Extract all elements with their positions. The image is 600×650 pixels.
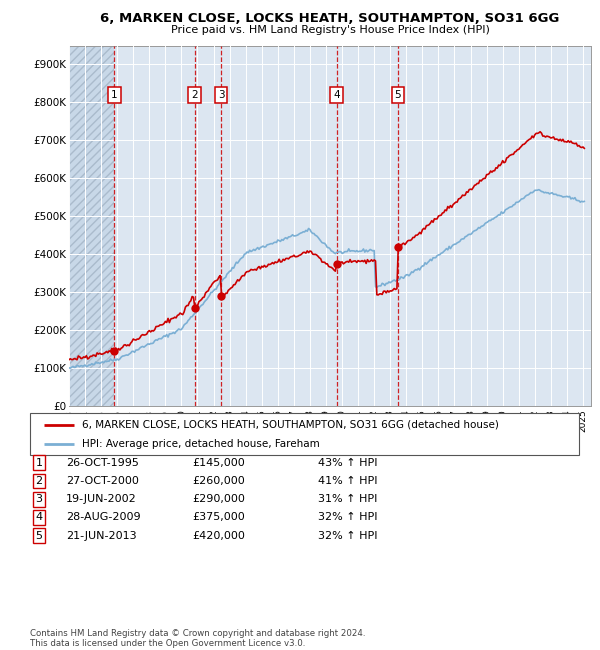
Text: 21-JUN-2013: 21-JUN-2013	[66, 530, 137, 541]
Text: 6, MARKEN CLOSE, LOCKS HEATH, SOUTHAMPTON, SO31 6GG: 6, MARKEN CLOSE, LOCKS HEATH, SOUTHAMPTO…	[100, 12, 560, 25]
Bar	[69, 46, 114, 406]
Text: 43% ↑ HPI: 43% ↑ HPI	[318, 458, 377, 468]
Text: Price paid vs. HM Land Registry's House Price Index (HPI): Price paid vs. HM Land Registry's House …	[170, 25, 490, 35]
Text: Contains HM Land Registry data © Crown copyright and database right 2024.
This d: Contains HM Land Registry data © Crown c…	[30, 629, 365, 648]
Text: 5: 5	[35, 530, 43, 541]
Text: £145,000: £145,000	[192, 458, 245, 468]
Text: 41% ↑ HPI: 41% ↑ HPI	[318, 476, 377, 486]
Text: £290,000: £290,000	[192, 494, 245, 504]
Text: 4: 4	[333, 90, 340, 100]
Text: 3: 3	[35, 494, 43, 504]
Text: 1: 1	[35, 458, 43, 468]
Text: 27-OCT-2000: 27-OCT-2000	[66, 476, 139, 486]
Text: 3: 3	[218, 90, 224, 100]
Text: 31% ↑ HPI: 31% ↑ HPI	[318, 494, 377, 504]
Bar	[69, 46, 114, 406]
Text: 19-JUN-2002: 19-JUN-2002	[66, 494, 137, 504]
Text: 6, MARKEN CLOSE, LOCKS HEATH, SOUTHAMPTON, SO31 6GG (detached house): 6, MARKEN CLOSE, LOCKS HEATH, SOUTHAMPTO…	[82, 420, 499, 430]
Text: 32% ↑ HPI: 32% ↑ HPI	[318, 530, 377, 541]
Text: 26-OCT-1995: 26-OCT-1995	[66, 458, 139, 468]
Text: 2: 2	[35, 476, 43, 486]
Text: 4: 4	[35, 512, 43, 523]
Text: 1: 1	[111, 90, 118, 100]
Text: 28-AUG-2009: 28-AUG-2009	[66, 512, 140, 523]
Text: £420,000: £420,000	[192, 530, 245, 541]
Text: 32% ↑ HPI: 32% ↑ HPI	[318, 512, 377, 523]
Text: £375,000: £375,000	[192, 512, 245, 523]
Text: HPI: Average price, detached house, Fareham: HPI: Average price, detached house, Fare…	[82, 439, 320, 449]
Text: 5: 5	[394, 90, 401, 100]
Text: £260,000: £260,000	[192, 476, 245, 486]
Text: 2: 2	[191, 90, 198, 100]
